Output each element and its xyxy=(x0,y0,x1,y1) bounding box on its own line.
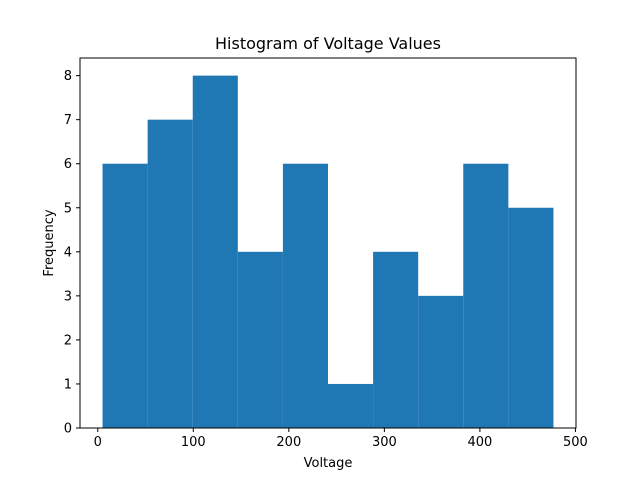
histogram-bar xyxy=(102,163,148,428)
y-axis-label: Frequency xyxy=(42,209,57,276)
y-tick-label: 5 xyxy=(64,201,72,216)
chart-title: Histogram of Voltage Values xyxy=(215,34,441,53)
y-tick-label: 3 xyxy=(64,289,72,304)
x-tick-label: 300 xyxy=(372,435,397,450)
histogram-bar xyxy=(282,163,328,428)
y-tick-label: 0 xyxy=(64,422,72,437)
x-tick-label: 100 xyxy=(181,435,206,450)
x-tick-label: 400 xyxy=(467,435,492,450)
y-tick-label: 8 xyxy=(64,69,72,84)
histogram-bar xyxy=(463,163,509,428)
histogram-bar xyxy=(373,251,419,428)
y-tick-label: 2 xyxy=(64,333,72,348)
histogram-bar xyxy=(508,207,554,428)
y-tick-label: 1 xyxy=(64,377,72,392)
histogram-bar xyxy=(237,251,283,428)
y-tick-label: 7 xyxy=(64,113,72,128)
ticks-group: 0 100 200 300 400 500 0 1 2 3 4 5 6 7 8 xyxy=(64,69,588,450)
y-tick-label: 6 xyxy=(64,157,72,172)
histogram-bar xyxy=(192,75,238,428)
x-tick-label: 500 xyxy=(563,435,588,450)
y-tick-label: 4 xyxy=(64,245,72,260)
histogram-bar xyxy=(147,119,193,429)
x-tick-label: 200 xyxy=(276,435,301,450)
x-axis-label: Voltage xyxy=(304,456,353,471)
plot-frame xyxy=(79,57,577,429)
histogram-bar xyxy=(328,383,374,428)
bars-group xyxy=(102,75,554,429)
histogram-bar xyxy=(418,295,464,428)
x-tick-label: 0 xyxy=(94,435,102,450)
